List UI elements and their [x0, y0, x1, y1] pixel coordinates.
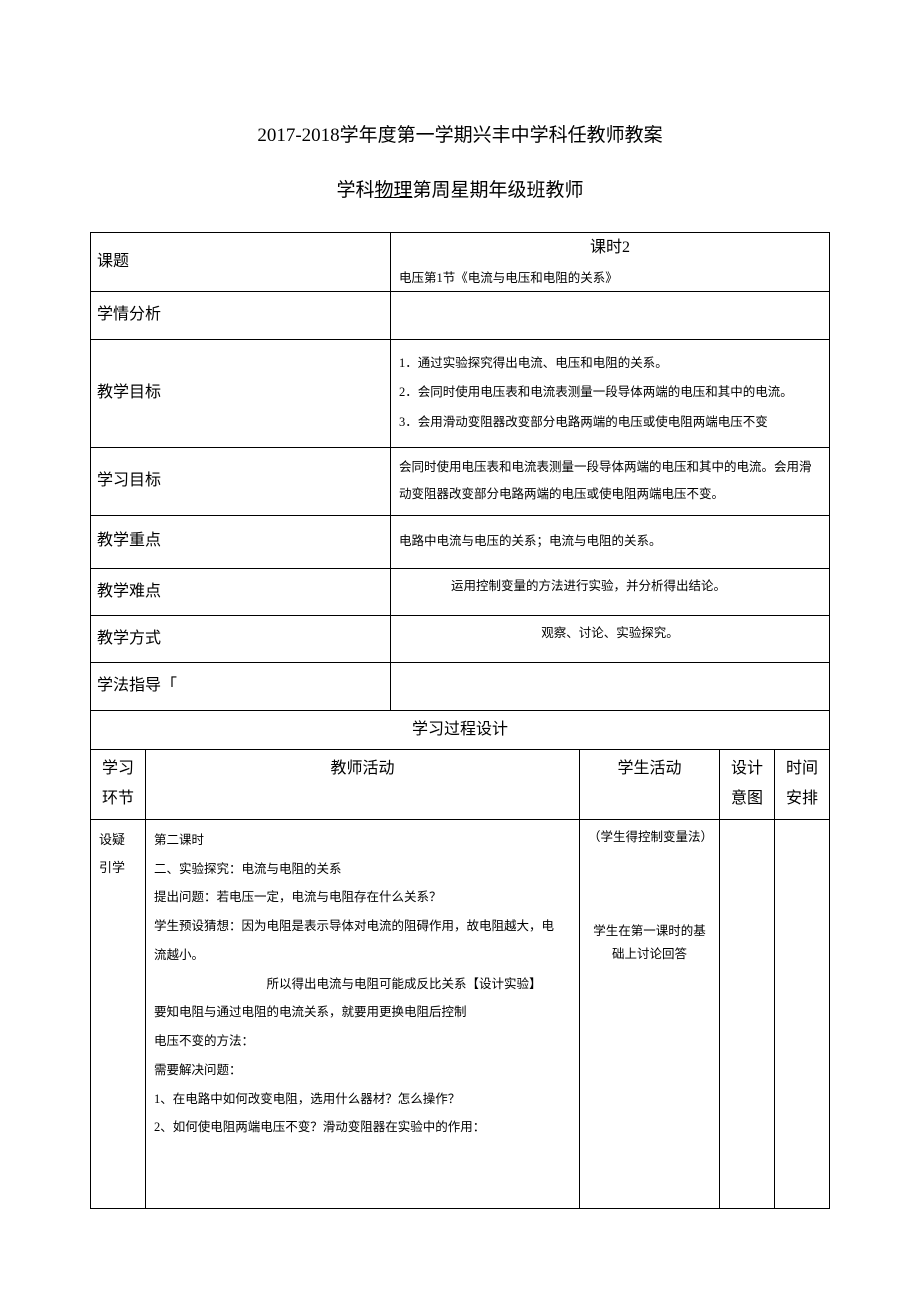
teacher-line: 所以得出电流与电阻可能成反比关系【设计实验】	[154, 970, 571, 999]
guidance-row: 学法指导「	[91, 663, 830, 710]
teacher-line: 2、如何使电阻两端电压不变？滑动变阻器在实验中的作用：	[154, 1113, 571, 1142]
teaching-goal-1: 1．通过实验探究得出电流、电压和电阻的关系。	[399, 352, 821, 376]
student-line: （学生得控制变量法）	[588, 826, 711, 850]
process-columns-row: 学习环节 教师活动 学生活动 设计意图 时间安排	[91, 750, 830, 820]
topic-content: 课时2 电压第1节《电流与电压和电阻的关系》	[391, 233, 830, 292]
learning-goal-label: 学习目标	[91, 447, 391, 515]
topic-label: 课题	[91, 233, 391, 292]
situation-content	[391, 292, 830, 339]
keypoint-content: 电路中电流与电压的关系；电流与电阻的关系。	[391, 515, 830, 568]
teacher-line: 流越小。	[154, 941, 571, 970]
phase-content: 设疑引学	[91, 819, 146, 1208]
document-title: 2017-2018学年度第一学期兴丰中学科任教师教案	[90, 120, 830, 147]
teaching-goal-2: 2．会同时使用电压表和电流表测量一段导体两端的电压和其中的电流。	[399, 381, 821, 405]
method-content: 观察、讨论、实验探究。	[391, 615, 830, 662]
col-phase: 学习环节	[91, 750, 146, 820]
design-intent-content	[720, 819, 775, 1208]
time-arrange-content	[775, 819, 830, 1208]
situation-row: 学情分析	[91, 292, 830, 339]
topic-row: 课题 课时2 电压第1节《电流与电压和电阻的关系》	[91, 233, 830, 292]
student-line: 学生在第一课时的基础上讨论回答	[588, 920, 711, 968]
process-section-header: 学习过程设计	[91, 710, 830, 749]
course-subtitle: 电压第1节《电流与电压和电阻的关系》	[391, 267, 829, 291]
teacher-activity-content: 第二课时 二、实验探究：电流与电阻的关系 提出问题：若电压一定，电流与电阻存在什…	[146, 819, 580, 1208]
process-content-row: 设疑引学 第二课时 二、实验探究：电流与电阻的关系 提出问题：若电压一定，电流与…	[91, 819, 830, 1208]
keypoint-label: 教学重点	[91, 515, 391, 568]
course-time: 课时2	[391, 233, 829, 267]
col-teacher: 教师活动	[146, 750, 580, 820]
teacher-line: 1、在电路中如何改变电阻，选用什么器材？怎么操作？	[154, 1085, 571, 1114]
difficulty-label: 教学难点	[91, 568, 391, 615]
teacher-line: 第二课时	[154, 826, 571, 855]
teacher-line: 二、实验探究：电流与电阻的关系	[154, 855, 571, 884]
method-label: 教学方式	[91, 615, 391, 662]
col-time: 时间安排	[775, 750, 830, 820]
teaching-goal-content: 1．通过实验探究得出电流、电压和电阻的关系。 2．会同时使用电压表和电流表测量一…	[391, 339, 830, 447]
teaching-goal-label: 教学目标	[91, 339, 391, 447]
teacher-line: 需要解决问题：	[154, 1056, 571, 1085]
situation-label: 学情分析	[91, 292, 391, 339]
col-intent: 设计意图	[720, 750, 775, 820]
subtitle-subject: 物理	[374, 180, 412, 201]
col-student: 学生活动	[580, 750, 720, 820]
teacher-line: 电压不变的方法：	[154, 1027, 571, 1056]
difficulty-content: 运用控制变量的方法进行实验，并分析得出结论。	[391, 568, 830, 615]
guidance-content	[391, 663, 830, 710]
process-header-row: 学习过程设计	[91, 710, 830, 749]
learning-goal-content: 会同时使用电压表和电流表测量一段导体两端的电压和其中的电流。会用滑动变阻器改变部…	[391, 447, 830, 515]
student-activity-content: （学生得控制变量法） 学生在第一课时的基础上讨论回答	[580, 819, 720, 1208]
teacher-line: 学生预设猜想：因为电阻是表示导体对电流的阻碍作用，故电阻越大，电	[154, 912, 571, 941]
method-row: 教学方式 观察、讨论、实验探究。	[91, 615, 830, 662]
teacher-line: 提出问题：若电压一定，电流与电阻存在什么关系？	[154, 883, 571, 912]
subtitle-suffix: 第周星期年级班教师	[413, 180, 584, 201]
learning-goal-row: 学习目标 会同时使用电压表和电流表测量一段导体两端的电压和其中的电流。会用滑动变…	[91, 447, 830, 515]
difficulty-row: 教学难点 运用控制变量的方法进行实验，并分析得出结论。	[91, 568, 830, 615]
lesson-plan-table: 课题 课时2 电压第1节《电流与电压和电阻的关系》 学情分析 教学目标 1．通过…	[90, 232, 830, 1209]
teaching-goal-row: 教学目标 1．通过实验探究得出电流、电压和电阻的关系。 2．会同时使用电压表和电…	[91, 339, 830, 447]
guidance-label: 学法指导「	[91, 663, 391, 710]
subtitle-prefix: 学科	[336, 180, 374, 201]
teaching-goal-3: 3．会用滑动变阻器改变部分电路两端的电压或使电阻两端电压不变	[399, 411, 821, 435]
document-subtitle: 学科物理第周星期年级班教师	[90, 175, 830, 202]
keypoint-row: 教学重点 电路中电流与电压的关系；电流与电阻的关系。	[91, 515, 830, 568]
teacher-line: 要知电阻与通过电阻的电流关系，就要用更换电阻后控制	[154, 998, 571, 1027]
